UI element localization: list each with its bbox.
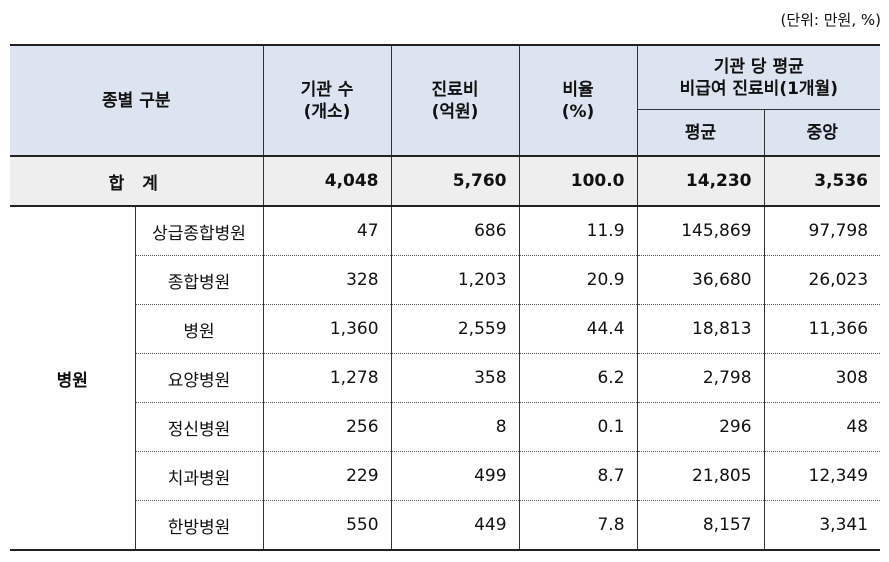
header-mean: 평균 xyxy=(637,109,765,157)
header-count-line1: 기관 수 xyxy=(300,79,354,100)
table-row: 병원 1,360 2,559 44.4 18,813 11,366 xyxy=(10,304,881,354)
table-row: 요양병원 1,278 358 6.2 2,798 308 xyxy=(10,353,881,403)
row-name: 정신병원 xyxy=(135,402,264,452)
unit-note: (단위: 만원, %) xyxy=(780,11,881,29)
row-cost: 499 xyxy=(391,451,520,501)
table-row: 한방병원 550 449 7.8 8,157 3,341 xyxy=(10,500,881,551)
row-name: 한방병원 xyxy=(135,500,264,551)
row-cost: 449 xyxy=(391,500,520,551)
header-avg-group-line1: 기관 당 평균 xyxy=(713,56,804,77)
row-median: 11,366 xyxy=(764,304,881,354)
total-row: 합 계 4,048 5,760 100.0 14,230 3,536 xyxy=(10,156,881,207)
total-label: 합 계 xyxy=(10,156,264,207)
row-ratio: 7.8 xyxy=(519,500,638,551)
header-cost-line2: (억원) xyxy=(431,101,479,122)
row-cost: 686 xyxy=(391,206,520,256)
row-count: 47 xyxy=(263,206,392,256)
row-median: 48 xyxy=(764,402,881,452)
row-mean: 21,805 xyxy=(637,451,765,501)
category-label: 병원 xyxy=(10,206,136,551)
row-cost: 2,559 xyxy=(391,304,520,354)
row-name: 병원 xyxy=(135,304,264,354)
header-ratio: 비율 (%) xyxy=(519,44,638,157)
row-mean: 36,680 xyxy=(637,255,765,305)
row-name: 상급종합병원 xyxy=(135,206,264,256)
row-ratio: 44.4 xyxy=(519,304,638,354)
row-cost: 8 xyxy=(391,402,520,452)
row-median: 308 xyxy=(764,353,881,403)
row-median: 12,349 xyxy=(764,451,881,501)
row-count: 256 xyxy=(263,402,392,452)
row-cost: 358 xyxy=(391,353,520,403)
row-name: 치과병원 xyxy=(135,451,264,501)
header-type: 종별 구분 xyxy=(10,44,264,157)
table-row: 치과병원 229 499 8.7 21,805 12,349 xyxy=(10,451,881,501)
row-count: 550 xyxy=(263,500,392,551)
header-count: 기관 수 (개소) xyxy=(263,44,392,157)
header-avg-group-line2: 비급여 진료비(1개월) xyxy=(679,78,838,99)
header-median: 중앙 xyxy=(764,109,881,157)
row-count: 1,360 xyxy=(263,304,392,354)
row-ratio: 20.9 xyxy=(519,255,638,305)
table-row: 종합병원 328 1,203 20.9 36,680 26,023 xyxy=(10,255,881,305)
row-count: 1,278 xyxy=(263,353,392,403)
header-cost-line1: 진료비 xyxy=(431,79,479,100)
row-mean: 296 xyxy=(637,402,765,452)
total-median: 3,536 xyxy=(764,156,881,207)
row-name: 종합병원 xyxy=(135,255,264,305)
row-name: 요양병원 xyxy=(135,353,264,403)
row-ratio: 0.1 xyxy=(519,402,638,452)
header-type-label: 종별 구분 xyxy=(102,90,171,111)
row-cost: 1,203 xyxy=(391,255,520,305)
total-cost: 5,760 xyxy=(391,156,520,207)
header-ratio-line2: (%) xyxy=(561,101,595,122)
table-row: 병원 상급종합병원 47 686 11.9 145,869 97,798 xyxy=(10,206,881,551)
row-count: 229 xyxy=(263,451,392,501)
total-mean: 14,230 xyxy=(637,156,765,207)
row-count: 328 xyxy=(263,255,392,305)
row-median: 3,341 xyxy=(764,500,881,551)
row-median: 26,023 xyxy=(764,255,881,305)
table-row: 정신병원 256 8 0.1 296 48 xyxy=(10,402,881,452)
row-ratio: 11.9 xyxy=(519,206,638,256)
header-cost: 진료비 (억원) xyxy=(391,44,520,157)
row-mean: 8,157 xyxy=(637,500,765,551)
header-avg-group: 기관 당 평균 비급여 진료비(1개월) xyxy=(637,44,881,110)
row-ratio: 8.7 xyxy=(519,451,638,501)
hospital-cost-table: 종별 구분 기관 수 (개소) 진료비 (억원) 비율 (%) 기관 당 평균 … xyxy=(10,44,881,551)
header-count-line2: (개소) xyxy=(303,101,351,122)
row-mean: 18,813 xyxy=(637,304,765,354)
header-ratio-line1: 비율 xyxy=(562,79,594,100)
row-mean: 2,798 xyxy=(637,353,765,403)
total-ratio: 100.0 xyxy=(519,156,638,207)
total-count: 4,048 xyxy=(263,156,392,207)
row-median: 97,798 xyxy=(764,206,881,256)
row-ratio: 6.2 xyxy=(519,353,638,403)
row-mean: 145,869 xyxy=(637,206,765,256)
